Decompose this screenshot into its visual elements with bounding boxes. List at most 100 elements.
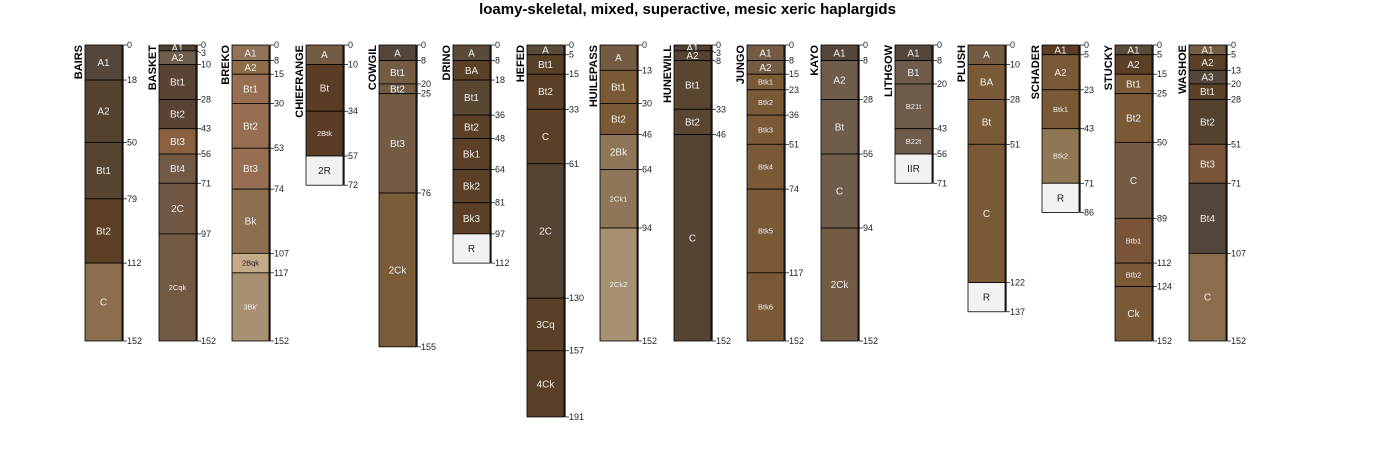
- horizon: Bt4: [1188, 182, 1227, 254]
- horizon: A1: [746, 44, 785, 61]
- depth-label: 137: [1006, 307, 1025, 317]
- horizon-label: Bt1: [611, 82, 626, 93]
- depth-label: 152: [123, 336, 142, 346]
- horizon-label: A2: [97, 107, 110, 118]
- horizon-label: Btk5: [758, 227, 773, 236]
- depth-label: 10: [344, 59, 358, 69]
- depth-label: 50: [1153, 137, 1167, 147]
- depth-label: 0: [859, 40, 868, 50]
- horizon: C: [1188, 252, 1227, 342]
- horizon-label: Bt3: [1200, 159, 1215, 170]
- horizon-label: A1: [1201, 45, 1214, 56]
- profile-washoe: WASHOE A1 A2 A3 Bt1 Bt2 Bt3 Bt4 C 05 13 20 28 51 71 107…: [1177, 40, 1246, 346]
- horizon: A1: [820, 44, 859, 61]
- horizon: Btb1: [1114, 217, 1153, 264]
- depth-label: 15: [565, 69, 579, 79]
- depth-label: 0: [638, 40, 647, 50]
- depth-value: 48: [495, 133, 505, 143]
- horizon-label: A1: [1054, 45, 1067, 56]
- horizon: Btk2: [1041, 128, 1080, 184]
- depth-value: 112: [495, 258, 509, 268]
- depth-label: 5: [565, 50, 574, 60]
- depth-value: 0: [1010, 40, 1015, 50]
- depth-value: 28: [1010, 95, 1020, 105]
- horizon-label: A: [542, 45, 549, 56]
- depth-value: 8: [863, 56, 868, 66]
- horizon: Btk3: [746, 114, 785, 145]
- horizon: Bt1: [1114, 73, 1153, 95]
- horizon-label: Bt1: [170, 78, 185, 89]
- profile-name: COWGIL: [367, 45, 379, 90]
- horizon: A: [452, 44, 491, 61]
- depth-value: 72: [348, 180, 358, 190]
- depth-label: 86: [1080, 207, 1094, 217]
- depth-value: 10: [201, 59, 211, 69]
- depth-value: 122: [1010, 278, 1025, 288]
- depth-label: 74: [270, 184, 284, 194]
- horizon: Bt3: [378, 93, 417, 194]
- horizon-rect: [599, 69, 638, 104]
- horizon: A2: [158, 50, 197, 65]
- horizon-rect: [231, 272, 270, 342]
- horizon: C: [84, 262, 123, 342]
- horizon-label: Btk1: [1053, 105, 1068, 114]
- depth-value: 3: [201, 48, 206, 58]
- profile-drino: DRINO A BA Bt1 Bt2 Bk1 Bk2 Bk3 R 0 8 18 36 48 64 81 97 11…: [441, 40, 509, 268]
- depth-label: 30: [638, 98, 652, 108]
- depth-label: 94: [859, 223, 873, 233]
- depth-label: 5: [1227, 50, 1236, 60]
- depth-value: 0: [348, 40, 353, 50]
- horizon-label: C: [1204, 293, 1211, 304]
- horizon: Bt: [820, 99, 859, 155]
- depth-value: 13: [642, 65, 652, 75]
- horizon: Bt2: [1188, 99, 1227, 145]
- depth-label: 0: [933, 40, 942, 50]
- horizon-label: A: [615, 53, 622, 64]
- profile-breko: BREKO A1 A2 Bt1 Bt2 Bt3 Bk 2Bqk 3Bk' 0 8 15 30 53 74 10…: [220, 40, 289, 346]
- depth-label: 18: [491, 75, 505, 85]
- profile-name: DRINO: [441, 45, 453, 81]
- depth-value: 15: [789, 69, 799, 79]
- depth-value: 28: [201, 95, 211, 105]
- horizon-label: B21t: [906, 102, 922, 111]
- horizon: 2Ck2: [599, 227, 638, 342]
- depth-value: 5: [1157, 50, 1162, 60]
- horizon: Bt2: [526, 73, 565, 110]
- depth-label: 0: [417, 40, 426, 50]
- horizon-rect: [967, 282, 1006, 313]
- profile-schader: SCHADER A1 A2 Btk1 Btk2 R 05 23 43 71 86: [1030, 40, 1094, 217]
- depth-value: 5: [569, 50, 574, 60]
- horizon-label: C: [836, 187, 843, 198]
- depth-value: 112: [1157, 258, 1171, 268]
- profile-kayo: KAYO A1 A2 Bt C 2Ck 0 8 28 56 94 152: [809, 40, 878, 346]
- depth-value: 0: [1231, 40, 1236, 50]
- horizon: C: [673, 134, 712, 342]
- horizon: B21t: [894, 83, 933, 130]
- horizon: 2Btk: [305, 110, 344, 157]
- depth-label: 46: [638, 130, 652, 140]
- depth-label: 71: [197, 178, 211, 188]
- horizon-label: Bt: [982, 117, 992, 128]
- depth-label: 5: [1153, 50, 1162, 60]
- horizon: C: [820, 153, 859, 229]
- horizon-label: Bt1: [538, 60, 553, 71]
- profile-name: PLUSH: [956, 45, 968, 82]
- horizon-rect: [746, 272, 785, 342]
- horizon-label: 2Bqk: [242, 259, 259, 268]
- depth-value: 33: [716, 104, 726, 114]
- depth-value: 34: [348, 106, 358, 116]
- horizon-label: Bt1: [685, 80, 700, 91]
- depth-label: 56: [933, 149, 947, 159]
- horizon: Bt2: [158, 99, 197, 130]
- horizon-label: A: [983, 50, 990, 61]
- depth-label: 107: [270, 248, 289, 258]
- horizon-label: IIR: [907, 164, 920, 175]
- horizon-rect: [599, 103, 638, 135]
- horizon: R: [1041, 182, 1080, 213]
- depth-value: 5: [1084, 50, 1089, 60]
- horizon-label: Bt2: [1200, 117, 1215, 128]
- depth-label: 8: [933, 56, 942, 66]
- horizon-rect: [84, 44, 123, 81]
- depth-value: 94: [863, 223, 873, 233]
